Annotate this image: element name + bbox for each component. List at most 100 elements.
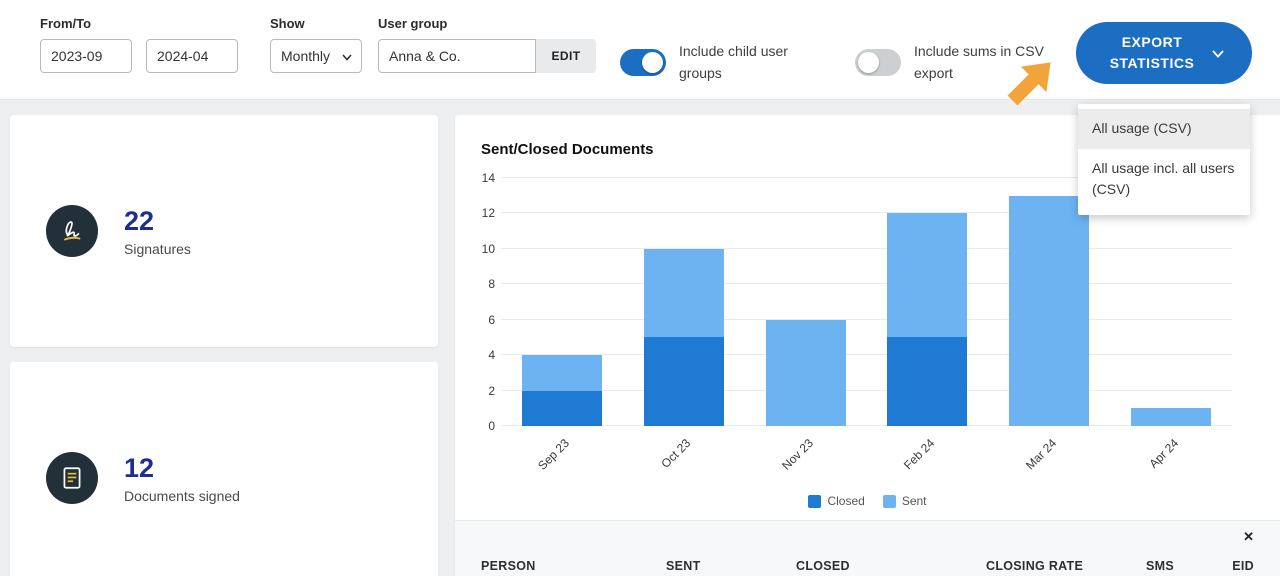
- chart-title: Sent/Closed Documents: [481, 141, 654, 158]
- bar-slot: [866, 178, 988, 426]
- bar-slot: [1110, 178, 1232, 426]
- documents-signed-value: 12: [124, 453, 155, 484]
- signatures-stat: 22 Signatures: [124, 205, 191, 256]
- y-axis: 0 2 4 6 8 10 12 14: [475, 171, 501, 433]
- documents-signed-label: Documents signed: [124, 487, 240, 504]
- gridline: [501, 425, 1232, 426]
- chart-legend: Closed Sent: [455, 494, 1280, 508]
- y-tick-label: 10: [481, 241, 495, 256]
- y-tick-label: 14: [481, 171, 495, 185]
- gridline: [501, 354, 1232, 356]
- bar-closed-segment: [521, 390, 602, 426]
- x-tick-label: Apr 24: [1146, 436, 1181, 471]
- include-child-groups-label: Include child user groups: [679, 43, 788, 82]
- export-menu-item[interactable]: All usage (CSV): [1078, 109, 1250, 149]
- y-tick-label: 0: [488, 419, 495, 433]
- table-header-cell: SMS: [1146, 559, 1174, 573]
- usage-table-section: ✕ PERSON SENT CLOSED CLOSING RATE SMS EID: [455, 520, 1280, 576]
- x-tick-label: Sep 23: [535, 436, 572, 473]
- x-tick-label: Nov 23: [778, 436, 816, 473]
- user-group-label: User group: [378, 16, 448, 31]
- bar-sent-segment: [887, 213, 968, 338]
- csv-sums-toggle-group: Include sums in CSV export: [855, 40, 1076, 85]
- stacked-bar: [765, 178, 846, 426]
- y-tick-label: 2: [488, 383, 495, 398]
- include-csv-sums-toggle[interactable]: [855, 48, 901, 76]
- from-to-label: From/To: [40, 16, 92, 31]
- stacked-bar: [643, 178, 724, 426]
- bar-sent-segment: [1009, 195, 1090, 426]
- hint-arrow-icon: [998, 47, 1069, 118]
- stacked-bar: [521, 178, 602, 426]
- y-tick-label: 4: [488, 348, 495, 363]
- child-groups-toggle-group: Include child user groups: [620, 40, 829, 85]
- document-icon: [46, 452, 98, 504]
- export-statistics-button[interactable]: EXPORT STATISTICS: [1076, 22, 1252, 84]
- from-to-group: From/To: [40, 16, 238, 73]
- bar-closed-segment: [643, 337, 724, 426]
- usage-table-header-row: PERSON SENT CLOSED CLOSING RATE SMS EID: [481, 553, 1254, 576]
- bar-slot: [988, 178, 1110, 426]
- close-icon[interactable]: ✕: [1243, 529, 1254, 544]
- bar-slot: [501, 178, 623, 426]
- y-tick-label: 8: [488, 277, 495, 292]
- show-select[interactable]: Monthly: [270, 39, 362, 73]
- bar-sent-segment: [521, 355, 602, 391]
- table-header-cell: PERSON: [481, 559, 536, 573]
- table-header-cell: EID: [1232, 559, 1254, 573]
- table-header-cell: CLOSED: [796, 559, 850, 573]
- bar-sent-segment: [643, 248, 724, 338]
- stacked-bar: [1131, 178, 1212, 426]
- bar-slot: [623, 178, 745, 426]
- chevron-down-icon: [1212, 46, 1224, 61]
- gridline: [501, 283, 1232, 285]
- documents-signed-card: 12 Documents signed: [10, 362, 438, 576]
- legend-label: Closed: [827, 494, 865, 508]
- legend-swatch: [808, 494, 822, 508]
- legend-label: Sent: [901, 494, 927, 508]
- documents-signed-stat: 12 Documents signed: [124, 452, 240, 503]
- show-label: Show: [270, 16, 305, 31]
- x-label-slot: Feb 24: [866, 430, 988, 488]
- bar-closed-segment: [887, 337, 968, 426]
- toggle-knob: [858, 51, 879, 73]
- y-tick-label: 12: [481, 206, 495, 221]
- table-header-cell: SENT: [666, 559, 701, 573]
- x-axis-labels: Sep 23 Oct 23 Nov 23 Feb 24 Mar 24 Apr 24: [501, 430, 1232, 488]
- toggle-knob: [642, 51, 663, 73]
- stacked-bar: [887, 178, 968, 426]
- chevron-down-icon: [342, 48, 352, 64]
- x-tick-label: Feb 24: [900, 436, 938, 473]
- include-csv-sums-label: Include sums in CSV export: [914, 43, 1044, 82]
- x-label-slot: Nov 23: [745, 430, 867, 488]
- y-tick-label: 6: [488, 312, 495, 327]
- legend-item: Sent: [882, 494, 927, 508]
- to-date-input[interactable]: [146, 39, 238, 73]
- include-child-groups-toggle[interactable]: [620, 48, 666, 76]
- stacked-bar: [1009, 178, 1090, 426]
- bar-sent-segment: [1131, 408, 1212, 426]
- from-date-input[interactable]: [40, 39, 132, 73]
- bar-sent-segment: [765, 319, 846, 426]
- export-statistics-label: EXPORT STATISTICS: [1109, 34, 1195, 71]
- user-group-input[interactable]: [378, 39, 536, 73]
- export-dropdown-menu: All usage (CSV) All usage incl. all users…: [1078, 104, 1250, 216]
- signatures-value: 22: [124, 206, 155, 237]
- gridline: [501, 318, 1232, 320]
- legend-swatch: [882, 494, 896, 508]
- x-label-slot: Mar 24: [988, 430, 1110, 488]
- export-menu-item[interactable]: All usage incl. all users (CSV): [1092, 159, 1235, 198]
- signatures-card: 22 Signatures: [10, 115, 438, 347]
- x-tick-label: Mar 24: [1022, 436, 1060, 473]
- user-group-group: User group EDIT: [378, 16, 596, 73]
- x-label-slot: Apr 24: [1110, 430, 1232, 488]
- edit-user-group-button[interactable]: EDIT: [536, 39, 596, 73]
- gridline: [501, 247, 1232, 249]
- stacked-bar-chart: 0 2 4 6 8 10 12 14: [475, 171, 1232, 433]
- show-select-value: Monthly: [281, 48, 331, 64]
- x-label-slot: Oct 23: [623, 430, 745, 488]
- bar-slot: [745, 178, 867, 426]
- chart-plot-area: [501, 177, 1232, 426]
- gridline: [501, 389, 1232, 391]
- filter-toolbar: From/To Show Monthly User group EDIT Inc…: [0, 0, 1280, 100]
